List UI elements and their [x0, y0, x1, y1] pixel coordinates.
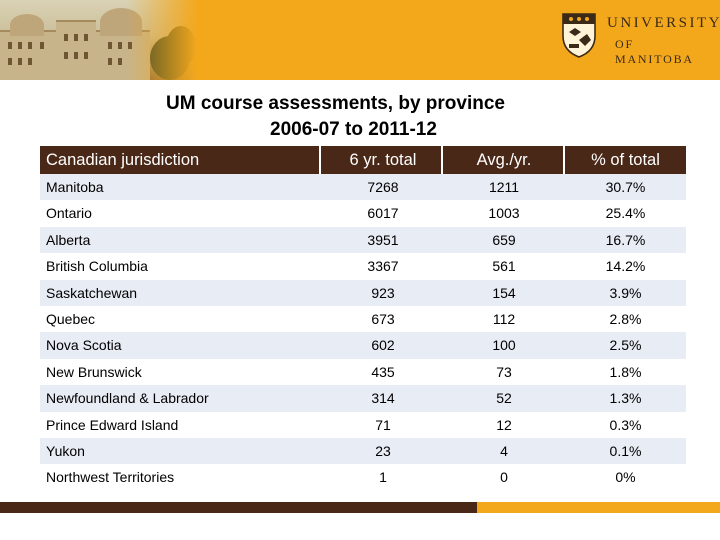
cell-jurisdiction: Nova Scotia — [46, 337, 122, 354]
col-header-total: 6 yr. total — [349, 151, 417, 169]
cell-pct: 1.8% — [609, 363, 642, 380]
cell-pct: 25.4% — [605, 205, 646, 222]
cell-total: 602 — [371, 337, 395, 354]
cell-total: 923 — [371, 284, 395, 301]
cell-total: 7268 — [367, 179, 399, 195]
cell-avg: 561 — [492, 258, 516, 275]
cell-pct: 0.3% — [609, 416, 642, 433]
table-row: Quebec 673 112 2.8% — [40, 306, 686, 333]
university-crest-icon — [562, 13, 596, 58]
header-band: UNIVERSITY OF MANITOBA — [0, 0, 720, 80]
cell-avg: 659 — [492, 231, 516, 248]
cell-pct: 30.7% — [605, 179, 646, 195]
table-row: Alberta 3951 659 16.7% — [40, 226, 686, 254]
cell-jurisdiction: Saskatchewan — [46, 284, 138, 301]
cell-total: 435 — [371, 363, 395, 380]
cell-pct: 2.5% — [609, 337, 642, 354]
col-header-avg: Avg./yr. — [476, 151, 532, 169]
cell-avg: 73 — [496, 363, 512, 380]
brand-line-1: UNIVERSITY — [607, 15, 720, 31]
brand-line-2: OF MANITOBA — [615, 37, 694, 66]
table-row: British Columbia 3367 561 14.2% — [40, 253, 686, 280]
cell-total: 23 — [375, 443, 391, 459]
campus-photo — [0, 0, 197, 80]
cell-jurisdiction: Alberta — [46, 231, 91, 248]
page-title: UM course assessments, by province — [166, 93, 505, 114]
cell-pct: 0.1% — [609, 443, 642, 459]
cell-avg: 1211 — [488, 179, 520, 195]
table-row: Nova Scotia 602 100 2.5% — [40, 332, 686, 359]
table-row: Northwest Territories 1 0 0% — [40, 464, 686, 491]
footer-bar-brown — [0, 502, 477, 513]
cell-jurisdiction: New Brunswick — [46, 363, 142, 380]
table-row: Manitoba 7268 1211 30.7% — [40, 174, 686, 201]
cell-avg: 1003 — [488, 205, 520, 222]
cell-avg: 12 — [496, 416, 512, 433]
cell-avg: 4 — [500, 443, 508, 459]
cell-pct: 14.2% — [605, 258, 646, 275]
table-row: New Brunswick 435 73 1.8% — [40, 358, 686, 386]
col-header-pct: % of total — [591, 151, 660, 169]
cell-avg: 112 — [492, 311, 516, 327]
cell-pct: 2.8% — [609, 311, 642, 327]
table-row: Ontario 6017 1003 25.4% — [40, 200, 686, 227]
cell-jurisdiction: Ontario — [46, 205, 92, 222]
cell-total: 6017 — [367, 205, 399, 222]
cell-jurisdiction: Yukon — [46, 443, 85, 459]
cell-jurisdiction: Quebec — [46, 311, 96, 327]
cell-pct: 0% — [615, 469, 636, 486]
cell-pct: 16.7% — [605, 231, 646, 248]
cell-jurisdiction: Newfoundland & Labrador — [46, 390, 209, 407]
table-row: Prince Edward Island 71 12 0.3% — [40, 411, 686, 438]
table-row: Saskatchewan 923 154 3.9% — [40, 279, 686, 306]
cell-pct: 3.9% — [609, 284, 642, 301]
table-header: Canadian jurisdiction 6 yr. total Avg./y… — [40, 146, 686, 174]
university-logo: UNIVERSITY OF MANITOBA — [557, 8, 720, 66]
page-subtitle: 2006-07 to 2011-12 — [270, 119, 437, 140]
cell-jurisdiction: Manitoba — [46, 179, 104, 195]
table-row: Newfoundland & Labrador 314 52 1.3% — [40, 385, 686, 412]
cell-avg: 0 — [500, 469, 508, 486]
cell-jurisdiction: British Columbia — [46, 258, 148, 275]
cell-total: 1 — [379, 469, 387, 486]
cell-total: 314 — [371, 390, 395, 407]
cell-avg: 52 — [496, 390, 512, 407]
cell-pct: 1.3% — [609, 390, 642, 407]
cell-avg: 154 — [492, 284, 516, 301]
col-header-jurisdiction: Canadian jurisdiction — [46, 151, 200, 169]
cell-jurisdiction: Northwest Territories — [46, 469, 175, 486]
cell-avg: 100 — [492, 337, 516, 354]
cell-total: 673 — [371, 311, 395, 327]
cell-total: 3951 — [367, 231, 399, 248]
table-row: Yukon 23 4 0.1% — [40, 438, 686, 465]
footer-bar-gold — [477, 502, 720, 513]
cell-total: 3367 — [367, 258, 399, 275]
cell-total: 71 — [375, 416, 391, 433]
cell-jurisdiction: Prince Edward Island — [46, 416, 179, 433]
